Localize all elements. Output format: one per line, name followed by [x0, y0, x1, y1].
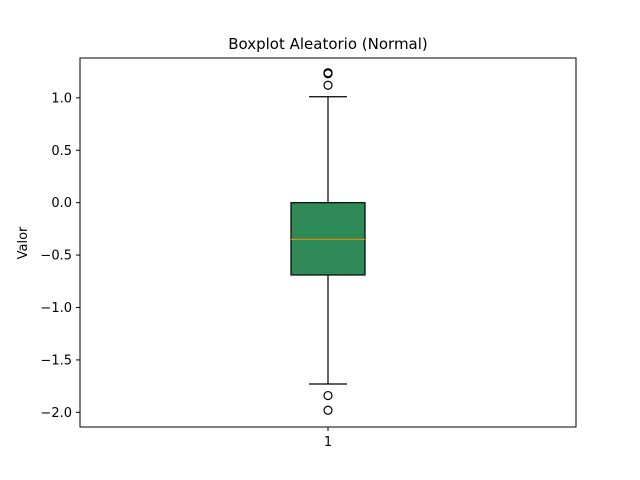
y-tick-label: −2.0: [40, 406, 72, 421]
y-tick-label: 0.0: [51, 196, 72, 211]
y-tick-label: 0.5: [51, 144, 72, 159]
outlier-point: [323, 80, 333, 90]
y-tick-label: −0.5: [40, 249, 72, 264]
x-tick-label: 1: [324, 435, 332, 450]
chart-title: Boxplot Aleatorio (Normal): [228, 35, 428, 53]
plot-frame: [79, 57, 577, 428]
y-axis-label: Valor: [16, 226, 31, 259]
outlier-point: [323, 390, 333, 401]
y-tick-label: 1.0: [51, 91, 72, 106]
y-tick-label: −1.0: [40, 301, 72, 316]
plot-area: 1.0 0.5 0.0 −0.5 −1.0 −1.5 −2.0 1: [40, 68, 366, 450]
outlier-point: [323, 69, 333, 79]
y-tick-label: −1.5: [40, 353, 72, 368]
outlier-point: [323, 405, 333, 415]
